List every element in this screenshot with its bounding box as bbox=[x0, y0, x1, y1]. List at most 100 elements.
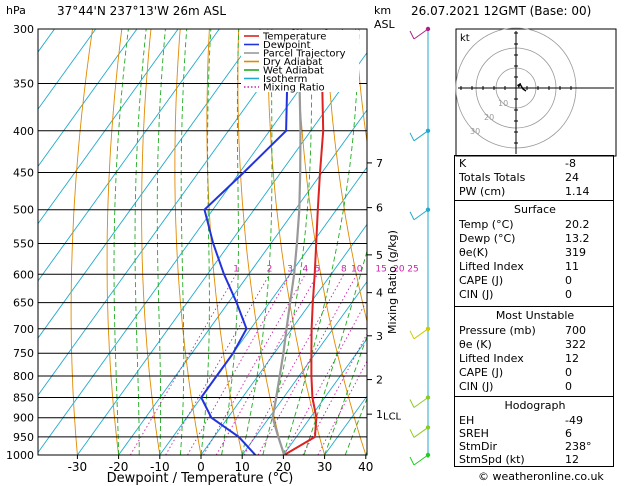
legend-entry: Mixing Ratio bbox=[263, 83, 325, 94]
hodograph-unit-label: kt bbox=[460, 33, 470, 44]
pressure-tick-label: 950 bbox=[13, 431, 34, 444]
legend-entry: Parcel Trajectory bbox=[263, 49, 346, 60]
mixing-ratio-label: 5 bbox=[315, 264, 321, 274]
index-k-value: -8 bbox=[565, 157, 576, 170]
mu-pressure-label: Pressure (mb) bbox=[459, 324, 536, 337]
mixing-ratio-line bbox=[130, 274, 237, 455]
legend-entry: Wet Adiabat bbox=[263, 66, 324, 77]
wind-barb-flag bbox=[409, 456, 415, 466]
hodograph-frame bbox=[455, 28, 617, 157]
dry-adiabat-line bbox=[141, 29, 161, 455]
km-tick-label: 1 bbox=[376, 408, 383, 421]
km-axis: 7 6 5 4 3 2 1 LCL bbox=[367, 157, 402, 423]
mu-cin-value: 0 bbox=[565, 380, 572, 393]
surface-temp-value: 20.2 bbox=[565, 218, 590, 231]
pressure-tick-label: 750 bbox=[13, 347, 34, 360]
mu-thetae-label: θe (K) bbox=[459, 338, 492, 351]
mixing-ratio-label: 10 bbox=[351, 264, 363, 274]
km-tick-label: 3 bbox=[376, 330, 383, 343]
dry-adiabat-line bbox=[618, 29, 629, 455]
pressure-tick-label: 550 bbox=[13, 237, 34, 250]
isotherm-line bbox=[241, 280, 367, 455]
surface-dewp-label: Dewp (°C) bbox=[459, 232, 516, 245]
wet-adiabat-line bbox=[134, 29, 147, 455]
temperature-tick-label: -20 bbox=[109, 460, 129, 474]
mixing-ratio-labels: 1 2 3 4 5 8 10 15 20 25 bbox=[233, 264, 418, 274]
km-tick-label: 7 bbox=[376, 157, 383, 170]
hodo-sreh-label: SREH bbox=[459, 427, 489, 440]
pressure-tick-label: 500 bbox=[13, 204, 34, 217]
hodo-sreh-value: 6 bbox=[565, 427, 572, 440]
mu-thetae-value: 322 bbox=[565, 338, 586, 351]
isotherm-line bbox=[38, 29, 97, 110]
pressure-tick-label: 400 bbox=[13, 125, 34, 138]
wind-barb bbox=[413, 209, 429, 221]
copyright: © weatheronline.co.uk bbox=[478, 470, 604, 483]
legend-entry: Dewpoint bbox=[263, 40, 311, 51]
pressure-tick-label: 800 bbox=[13, 370, 34, 383]
legend-background bbox=[241, 30, 359, 92]
most-unstable-title: Most Unstable bbox=[495, 309, 575, 322]
surface-cape-value: 0 bbox=[565, 274, 572, 287]
surface-thetae-value: 319 bbox=[565, 246, 586, 259]
wind-barb bbox=[413, 454, 429, 466]
storm-motion-marker bbox=[517, 83, 521, 88]
temperature-tick-label: 0 bbox=[197, 460, 205, 474]
mixing-ratio-label: 1 bbox=[233, 264, 239, 274]
index-tt-label: Totals Totals bbox=[459, 171, 526, 184]
index-pw-value: 1.14 bbox=[565, 185, 590, 198]
mixing-ratio-label: 3 bbox=[287, 264, 293, 274]
pressure-tick-label: 900 bbox=[13, 412, 34, 425]
mixing-ratio-label: 8 bbox=[341, 264, 347, 274]
hodograph-ring-label: 10 bbox=[498, 99, 508, 108]
wind-barb bbox=[413, 427, 429, 438]
hodo-eh-label: EH bbox=[459, 414, 475, 427]
hodograph-ring-label: 20 bbox=[484, 113, 494, 122]
surface-li-value: 11 bbox=[565, 260, 579, 273]
wet-adiabat-line bbox=[113, 29, 129, 455]
surface-temp-label: Temp (°C) bbox=[459, 218, 514, 231]
isotherm-line bbox=[38, 29, 261, 339]
surface-li-label: Lifted Index bbox=[459, 260, 524, 273]
legend-entry: Isotherm bbox=[263, 74, 307, 85]
wind-profile bbox=[409, 26, 431, 466]
wet-adiabat-line bbox=[221, 29, 240, 455]
x-axis-label: Dewpoint / Temperature (°C) bbox=[107, 471, 294, 486]
wind-barb-flag bbox=[409, 132, 415, 142]
isotherm-line bbox=[118, 109, 367, 455]
mu-cape-label: CAPE (J) bbox=[459, 366, 504, 379]
wind-barb-flag bbox=[409, 211, 415, 220]
hpa-label: hPa bbox=[6, 4, 26, 17]
temperature-tick-label: -10 bbox=[150, 460, 170, 474]
mixing-ratio-label: 15 bbox=[375, 264, 386, 274]
wind-barb-flag bbox=[409, 30, 415, 40]
wind-barb-flag bbox=[409, 330, 415, 340]
wind-barb bbox=[413, 130, 429, 142]
parcel-trajectory-line bbox=[271, 29, 302, 455]
isotherm-line bbox=[38, 29, 220, 282]
most-unstable-box: Most Unstable Pressure (mb) 700 θe (K) 3… bbox=[454, 306, 614, 397]
surface-cin-label: CIN (J) bbox=[459, 288, 494, 301]
dry-adiabat-line bbox=[354, 29, 367, 145]
surface-title: Surface bbox=[514, 203, 556, 216]
dewpoint-line bbox=[200, 29, 295, 455]
wind-barb bbox=[413, 28, 429, 40]
temperature-line bbox=[283, 29, 328, 455]
surface-cin-value: 0 bbox=[565, 288, 572, 301]
km-tick-label: 2 bbox=[376, 374, 383, 387]
hodograph-ring-label: 30 bbox=[470, 127, 480, 136]
pressure-axis: 300 350 400 450 500 550 600 650 700 750 800 850 900 9… bbox=[6, 23, 34, 462]
pressure-tick-label: 700 bbox=[13, 323, 34, 336]
profile-lines bbox=[200, 29, 328, 455]
hodo-stmspd-label: StmSpd (kt) bbox=[459, 453, 525, 466]
mixing-ratio-line bbox=[203, 274, 306, 455]
dry-adiabat-line bbox=[174, 29, 202, 455]
mixing-ratio-line bbox=[187, 274, 291, 455]
mu-li-value: 12 bbox=[565, 352, 579, 365]
pressure-tick-label: 350 bbox=[13, 78, 34, 91]
isotherm-line bbox=[200, 223, 367, 455]
temperature-tick-label: 40 bbox=[358, 460, 373, 474]
dry-adiabat-line bbox=[106, 29, 123, 455]
wind-barb-flag bbox=[409, 399, 415, 408]
